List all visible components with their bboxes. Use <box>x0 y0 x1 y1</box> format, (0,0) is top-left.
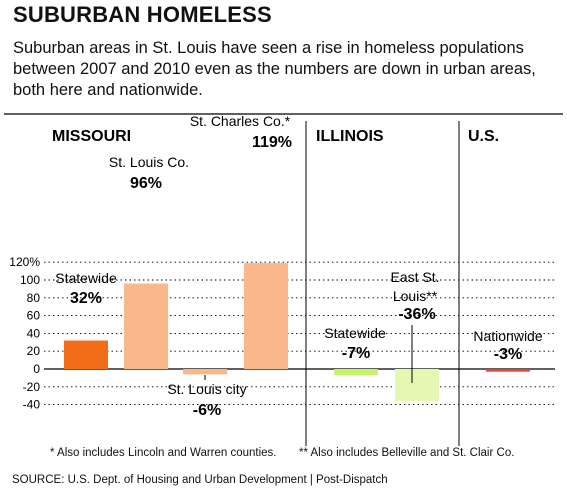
bar-value-label: -7% <box>342 345 370 362</box>
y-tick-label: 20 <box>27 344 41 358</box>
bar-value-label: 96% <box>130 175 162 192</box>
chart-title: SUBURBAN HOMELESS <box>13 2 272 27</box>
y-tick-label: 0 <box>33 362 40 376</box>
bar-4 <box>334 369 378 376</box>
footnote-lincoln-warren: * Also includes Lincoln and Warren count… <box>50 447 277 459</box>
y-tick-label: -20 <box>23 380 41 394</box>
bar-label: Statewide <box>324 325 386 341</box>
group-header-us: U.S. <box>468 128 499 145</box>
bar-label: Louis** <box>393 288 438 304</box>
bar-3 <box>244 263 288 369</box>
bar-label: St. Louis city <box>167 381 246 397</box>
y-tick-label: 100 <box>20 273 40 287</box>
bar-0 <box>64 340 108 369</box>
footnote-belleville-st-clair: ** Also includes Belleville and St. Clai… <box>299 447 515 459</box>
y-tick-label: 40 <box>27 326 41 340</box>
group-header-illinois: ILLINOIS <box>316 128 384 145</box>
bar-2 <box>183 369 227 375</box>
bar-6 <box>486 369 530 372</box>
bar-1 <box>124 283 168 369</box>
y-tick-label: -40 <box>23 398 41 412</box>
bar-5 <box>395 369 439 402</box>
y-tick-label: 60 <box>27 309 41 323</box>
chart-subtitle: Suburban areas in St. Louis have seen a … <box>13 39 536 99</box>
y-tick-label: 120% <box>9 255 40 269</box>
bar-label: St. Charles Co.* <box>190 113 291 129</box>
bar-label: East St. <box>390 269 439 285</box>
bar-value-label: 32% <box>70 290 102 307</box>
y-tick-label: 80 <box>27 291 41 305</box>
bar-value-label: -3% <box>494 346 522 363</box>
source-line: SOURCE: U.S. Dept. of Housing and Urban … <box>12 474 388 486</box>
bar-value-label: -6% <box>193 402 221 419</box>
bar-value-label: 119% <box>252 134 292 151</box>
bar-label: St. Louis Co. <box>109 154 189 170</box>
bar-label: Nationwide <box>473 328 542 344</box>
bar-label: Statewide <box>55 270 117 286</box>
group-header-missouri: MISSOURI <box>52 128 131 145</box>
bar-value-label: -36% <box>398 306 435 323</box>
